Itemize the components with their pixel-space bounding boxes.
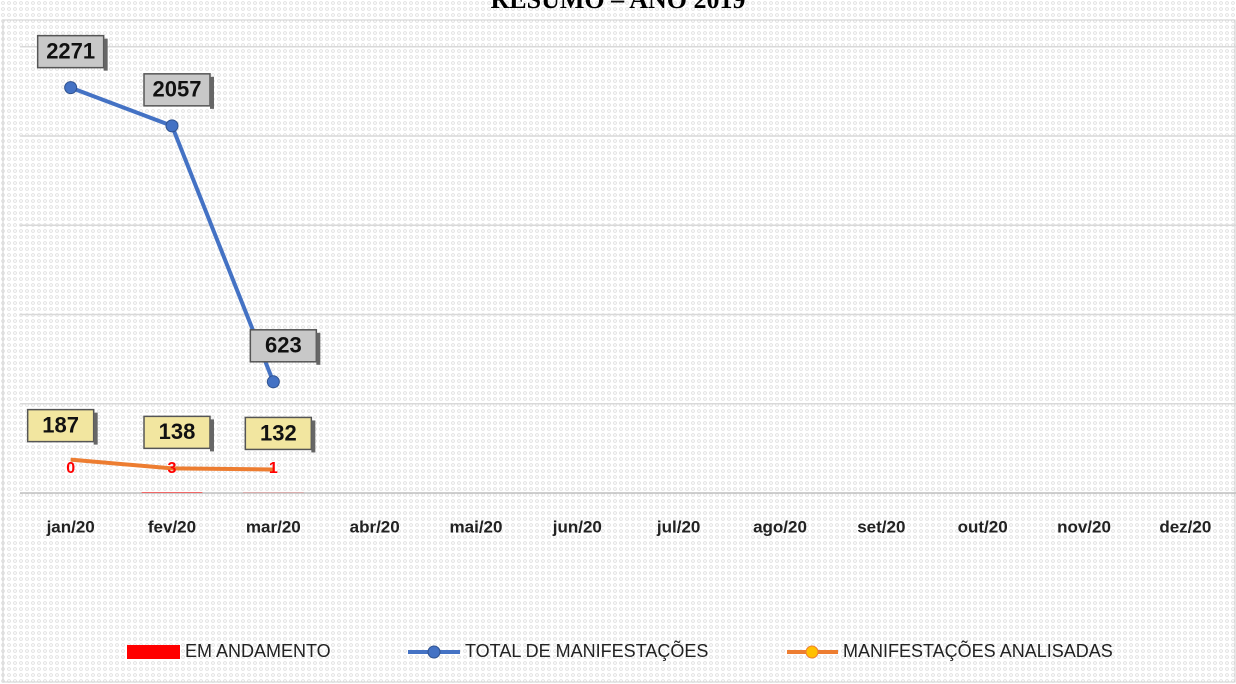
data-label: 623 [265,333,302,358]
data-label: 132 [260,420,297,445]
point [165,119,179,133]
data-label-box [143,415,211,450]
data-label-shadow [210,419,214,452]
x-tick-label: mai/20 [450,517,503,536]
data-label-shadow [103,38,108,71]
legend-swatch [127,645,180,659]
data-label: 138 [159,419,196,444]
data-label-shadow [93,412,98,445]
data-label-box [244,416,313,451]
legend-swatch [427,645,441,659]
data-label: 1 [269,460,278,477]
x-tick-label: ago/20 [753,517,807,536]
data-label: 2271 [46,38,95,63]
x-tick-label: abr/20 [350,517,400,536]
chart-frame [2,19,1236,683]
x-tick-label: jul/20 [656,517,700,536]
data-label-shadow [311,420,316,453]
data-label-shadow [210,76,214,109]
bar [141,492,203,493]
x-tick-label: set/20 [857,517,905,536]
legend-label: TOTAL DE MANIFESTAÇÕES [465,640,708,661]
legend-label: MANIFESTAÇÕES ANALISADAS [843,640,1113,661]
data-label: 0 [66,460,75,477]
data-label-box [249,329,318,363]
data-label: 2057 [153,77,202,102]
x-tick-label: fev/20 [148,517,196,536]
data-label-box [36,34,105,69]
data-label: 3 [168,460,177,477]
x-tick-label: jan/20 [46,517,95,536]
x-tick-label: out/20 [958,517,1008,536]
line [70,457,274,472]
x-tick-label: mar/20 [246,517,301,536]
legend-label: EM ANDAMENTO [185,641,331,661]
legend-swatch [805,645,819,659]
x-tick-label: jun/20 [552,517,602,536]
point [266,375,280,389]
point [64,81,78,95]
x-tick-label: dez/20 [1159,517,1211,536]
chart-title: RESUMO – ANO 2019 [491,0,746,14]
data-label-shadow [316,332,321,365]
x-tick-label: nov/20 [1057,517,1111,536]
data-label: 187 [42,412,79,437]
